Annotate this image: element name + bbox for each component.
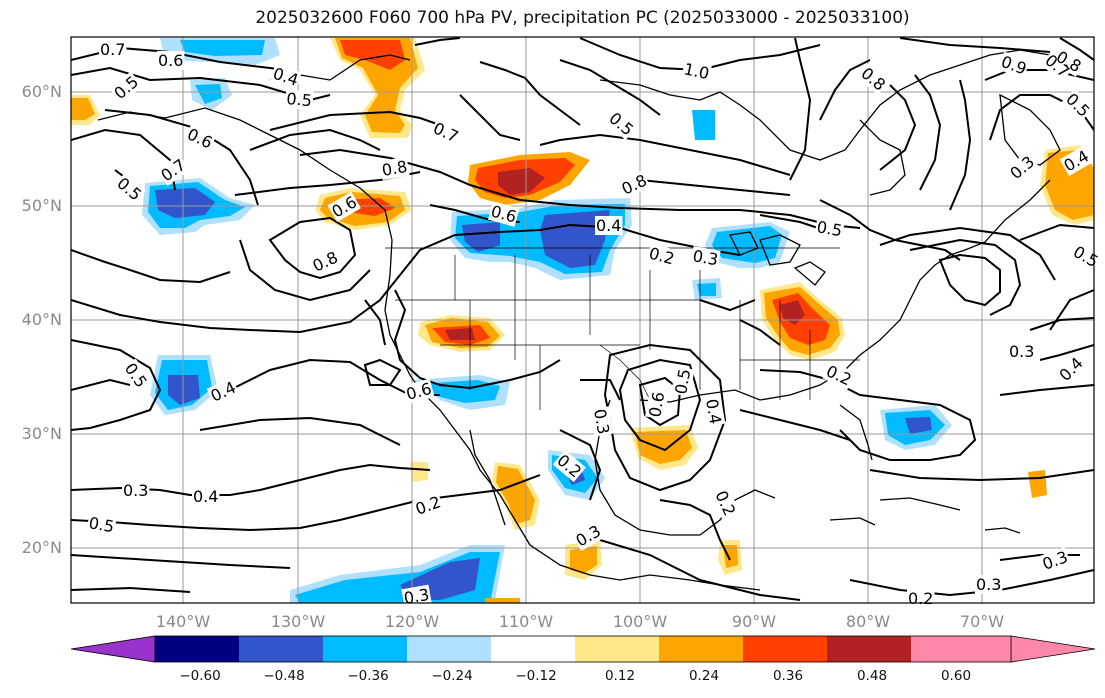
contour-label: 0.4 xyxy=(702,397,725,425)
colorbar-extend-min xyxy=(70,635,156,663)
contour-label: 0.4 xyxy=(193,487,218,506)
colorbar-tick-label: −0.48 xyxy=(263,668,305,684)
colorbar-bin xyxy=(575,636,659,662)
colorbar-tick-label: 0.24 xyxy=(688,668,720,684)
map-frame xyxy=(70,36,1095,604)
contour-label: 0.5 xyxy=(87,513,115,536)
lat-label: 50°N xyxy=(21,196,62,215)
colorbar-extend-max xyxy=(1010,635,1096,663)
contour-label: 0.5 xyxy=(815,217,843,240)
colorbar-tick-label: 0.36 xyxy=(772,668,804,684)
colorbar-tick-label: −0.60 xyxy=(179,668,221,684)
lon-label: 90°W xyxy=(731,612,777,631)
lat-label: 30°N xyxy=(21,424,62,443)
contour-label: 0.3 xyxy=(976,575,1001,594)
colorbar-bin xyxy=(239,636,323,662)
lon-label: 100°W xyxy=(612,612,668,631)
colorbar-tick-label: −0.12 xyxy=(515,668,557,684)
contour-label: 0.7 xyxy=(100,40,125,59)
contour-label: 0.3 xyxy=(123,481,148,500)
contour-label: 0.5 xyxy=(671,367,694,395)
lon-label: 130°W xyxy=(270,612,326,631)
coastlines xyxy=(97,49,1081,591)
lon-label: 70°W xyxy=(959,612,1005,631)
lon-label: 120°W xyxy=(384,612,440,631)
state-borders xyxy=(385,247,860,410)
map-title: 2025032600 F060 700 hPa PV, precipitatio… xyxy=(255,8,910,28)
colorbar-tick-label: 0.48 xyxy=(856,668,888,684)
lat-label: 40°N xyxy=(21,310,62,329)
colorbar-bin xyxy=(743,636,827,662)
colorbar xyxy=(70,635,1096,663)
contour-label: 0.6 xyxy=(158,51,183,70)
contour-label: 0.5 xyxy=(286,89,313,110)
colorbar-bin xyxy=(155,636,239,662)
colorbar-tick-label: −0.24 xyxy=(431,668,473,684)
colorbar-bin xyxy=(659,636,743,662)
lat-label: 20°N xyxy=(21,538,62,557)
contour-label: 0.3 xyxy=(691,246,719,269)
contour-label: 0.3 xyxy=(590,407,613,435)
colorbar-bin xyxy=(323,636,407,662)
colorbar-tick-label: 0.12 xyxy=(604,668,636,684)
lon-label: 110°W xyxy=(498,612,554,631)
contour-label: 0.2 xyxy=(908,589,933,608)
lon-label: 140°W xyxy=(155,612,211,631)
contour-label: 0.3 xyxy=(402,585,430,608)
colorbar-bin xyxy=(491,636,575,662)
contour-label: 0.3 xyxy=(1009,342,1034,361)
contour-label-bg xyxy=(86,40,1103,609)
contour-label: 0.4 xyxy=(596,216,621,235)
lon-label: 80°W xyxy=(845,612,891,631)
colorbar-bin xyxy=(407,636,491,662)
lat-label: 60°N xyxy=(21,82,62,101)
contour-label: 0.8 xyxy=(380,157,408,180)
colorbar-bin xyxy=(911,636,1011,662)
graticule xyxy=(71,37,1094,603)
colorbar-tick-label: −0.36 xyxy=(347,668,389,684)
colorbar-tick-label: 0.60 xyxy=(940,668,972,684)
colorbar-bin xyxy=(827,636,911,662)
contour-label: 1.0 xyxy=(682,59,711,83)
contour-label: 0.6 xyxy=(645,390,668,418)
